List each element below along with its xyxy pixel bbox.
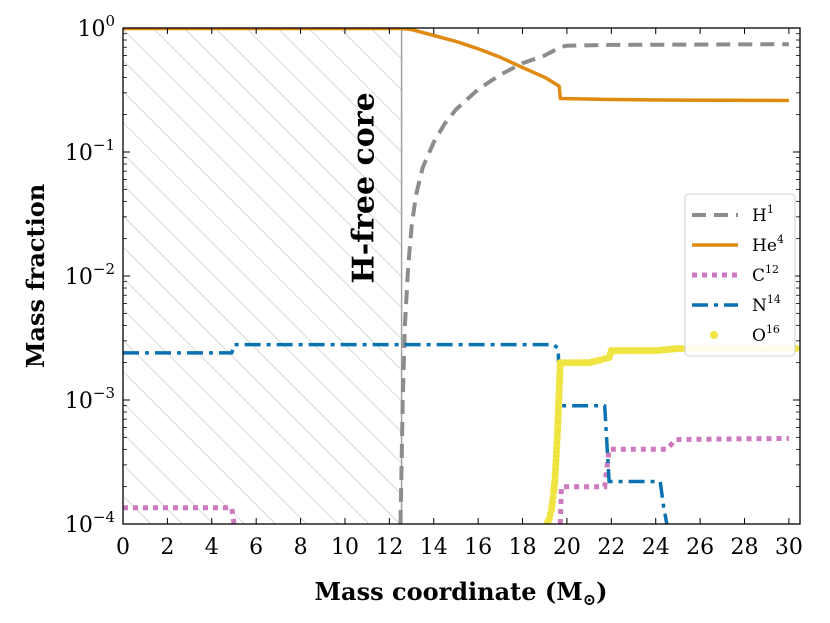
- legend-he4-label: He4: [752, 233, 784, 256]
- x-tick-label: 18: [509, 535, 537, 560]
- x-tick-label: 24: [642, 535, 670, 560]
- h-free-core-label: H-free core: [347, 92, 382, 283]
- x-axis: 0 2 4 6 8 10 12 14 16 18 20 22 24 26 28 30: [116, 28, 803, 560]
- y-axis: 100 10−1 10−2 10−3 10−4: [65, 12, 800, 538]
- x-tick-label: 2: [160, 535, 174, 560]
- legend-h1-label: H1: [752, 203, 774, 226]
- legend-n14-label: N14: [752, 293, 781, 316]
- x-tick-label: 14: [420, 535, 448, 560]
- x-tick-label: 28: [731, 535, 759, 560]
- x-tick-label: 8: [294, 535, 308, 560]
- legend-c12-label: C12: [752, 263, 779, 286]
- y-tick-label: 100: [77, 12, 115, 42]
- series-h1: [398, 42, 789, 524]
- legend: H1 He4 C12 N14 O16: [684, 193, 796, 357]
- legend-o16-marker: [710, 331, 718, 339]
- x-tick-label: 0: [116, 535, 130, 560]
- x-tick-label: 4: [205, 535, 219, 560]
- h-free-core-region: [123, 28, 402, 524]
- x-tick-label: 30: [775, 535, 803, 560]
- x-tick-label: 16: [464, 535, 492, 560]
- x-axis-title: Mass coordinate (M⊙): [314, 577, 607, 609]
- x-tick-label: 22: [597, 535, 625, 560]
- series-c12-outer: [557, 435, 789, 524]
- y-axis-title: Mass fraction: [21, 184, 50, 368]
- y-tick-label: 10−4: [65, 508, 115, 538]
- x-tick-label: 20: [553, 535, 581, 560]
- legend-o16-label: O16: [752, 323, 780, 346]
- series-n14: [123, 342, 669, 524]
- x-tick-label: 26: [686, 535, 714, 560]
- y-tick-label: 10−1: [65, 136, 115, 166]
- y-tick-label: 10−2: [65, 260, 115, 290]
- x-tick-label: 6: [249, 535, 263, 560]
- x-tick-label: 12: [375, 535, 403, 560]
- x-tick-label: 10: [331, 535, 359, 560]
- y-tick-label: 10−3: [65, 384, 115, 414]
- series-he4: [123, 28, 789, 103]
